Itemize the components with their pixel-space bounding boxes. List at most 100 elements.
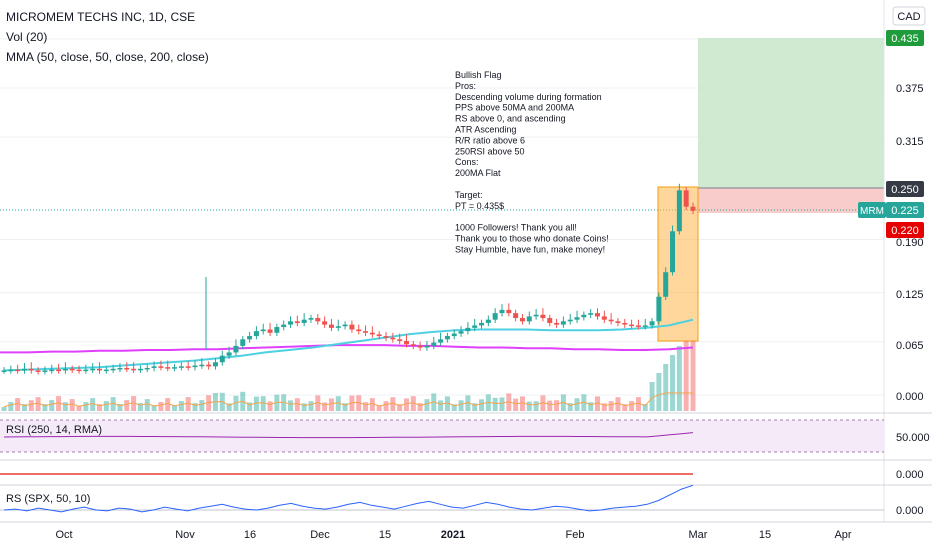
volume-bar <box>390 397 396 411</box>
currency-button[interactable] <box>892 6 926 26</box>
price-tick: 0.375 <box>896 83 924 95</box>
volume-bar <box>185 397 191 411</box>
candle <box>172 367 178 369</box>
target-zone <box>698 38 884 188</box>
candle <box>274 327 280 333</box>
volume-bar <box>479 399 485 411</box>
candle <box>28 368 34 371</box>
volume-bar <box>97 404 103 411</box>
candle <box>199 364 205 367</box>
candle <box>1 370 7 372</box>
candle <box>294 321 300 323</box>
annotation-line: Target: <box>455 190 483 200</box>
volume-bar <box>588 402 594 411</box>
volume-bar <box>76 406 82 411</box>
candle <box>124 367 130 370</box>
volume-ma-line <box>3 392 693 408</box>
volume-bar <box>137 403 143 411</box>
price-tick: 0.315 <box>896 136 924 148</box>
volume-bar <box>110 397 116 411</box>
candle <box>233 345 239 353</box>
volume-bar <box>403 398 409 411</box>
candle <box>635 325 641 327</box>
volume-bar <box>465 395 471 411</box>
candle <box>403 340 409 345</box>
candle <box>451 333 457 337</box>
candle <box>369 332 375 335</box>
volume-bar <box>472 403 478 411</box>
volume-bar <box>342 403 348 411</box>
volume-bar <box>35 397 41 411</box>
candle <box>62 368 68 371</box>
volume-bar <box>410 396 416 411</box>
price-tick: 0.065 <box>896 340 924 352</box>
volume-bar <box>315 395 321 411</box>
candle <box>472 325 478 328</box>
candle <box>137 368 143 371</box>
candles <box>1 183 696 375</box>
candle <box>479 322 485 326</box>
candle <box>656 296 662 322</box>
candle <box>629 324 635 327</box>
stop-zone <box>698 188 884 213</box>
candle <box>540 314 546 319</box>
volume-bar <box>144 399 150 411</box>
volume-bar <box>260 396 266 411</box>
volume-bar <box>56 396 62 411</box>
annotation-line: 250RSI above 50 <box>455 146 525 156</box>
candle <box>676 190 682 232</box>
candle <box>390 337 396 340</box>
candle <box>560 321 566 325</box>
volume-bar <box>178 401 184 411</box>
time-tick: Mar <box>689 529 708 541</box>
time-tick: Oct <box>55 529 72 541</box>
candle <box>21 368 27 371</box>
candle <box>574 317 580 320</box>
candle <box>83 369 89 372</box>
candle <box>356 329 362 332</box>
volume-bar <box>417 403 423 411</box>
volume-bar <box>308 401 314 411</box>
candle <box>103 369 109 372</box>
volume-bar <box>663 364 669 411</box>
volume-bar <box>294 398 300 411</box>
candle <box>485 319 491 323</box>
volume-bar <box>492 397 498 411</box>
candle <box>42 370 48 372</box>
volume-bar <box>363 402 369 411</box>
candle <box>342 324 348 327</box>
candle <box>49 369 55 372</box>
volume-bar <box>274 394 280 411</box>
annotation-line: Bullish Flag <box>455 70 502 80</box>
candle <box>97 368 103 371</box>
volume-bar <box>288 400 294 411</box>
target-price-label: 0.435 <box>891 33 919 45</box>
candle <box>185 366 191 368</box>
candle <box>683 190 689 207</box>
last-price-badge <box>886 202 924 218</box>
candle <box>588 313 594 315</box>
volume-bar <box>683 341 689 411</box>
candle <box>506 309 512 314</box>
candle <box>424 345 430 348</box>
candle <box>397 339 403 341</box>
candle <box>247 336 253 340</box>
volume-bar <box>42 404 48 411</box>
volume-bar <box>547 400 553 411</box>
volume-bar <box>1 407 7 411</box>
candle <box>219 355 225 363</box>
ma50-line <box>3 318 694 372</box>
candle <box>110 368 116 371</box>
volume-bar <box>629 401 635 411</box>
candle <box>615 321 621 323</box>
time-tick: 15 <box>759 529 771 541</box>
volume-bar <box>594 396 600 411</box>
candle <box>15 369 21 372</box>
volume-bar <box>397 404 403 411</box>
annotation-line: 1000 Followers! Thank you all! <box>455 223 577 233</box>
candle <box>301 319 307 323</box>
annotation-line: PPS above 50MA and 200MA <box>455 103 574 113</box>
